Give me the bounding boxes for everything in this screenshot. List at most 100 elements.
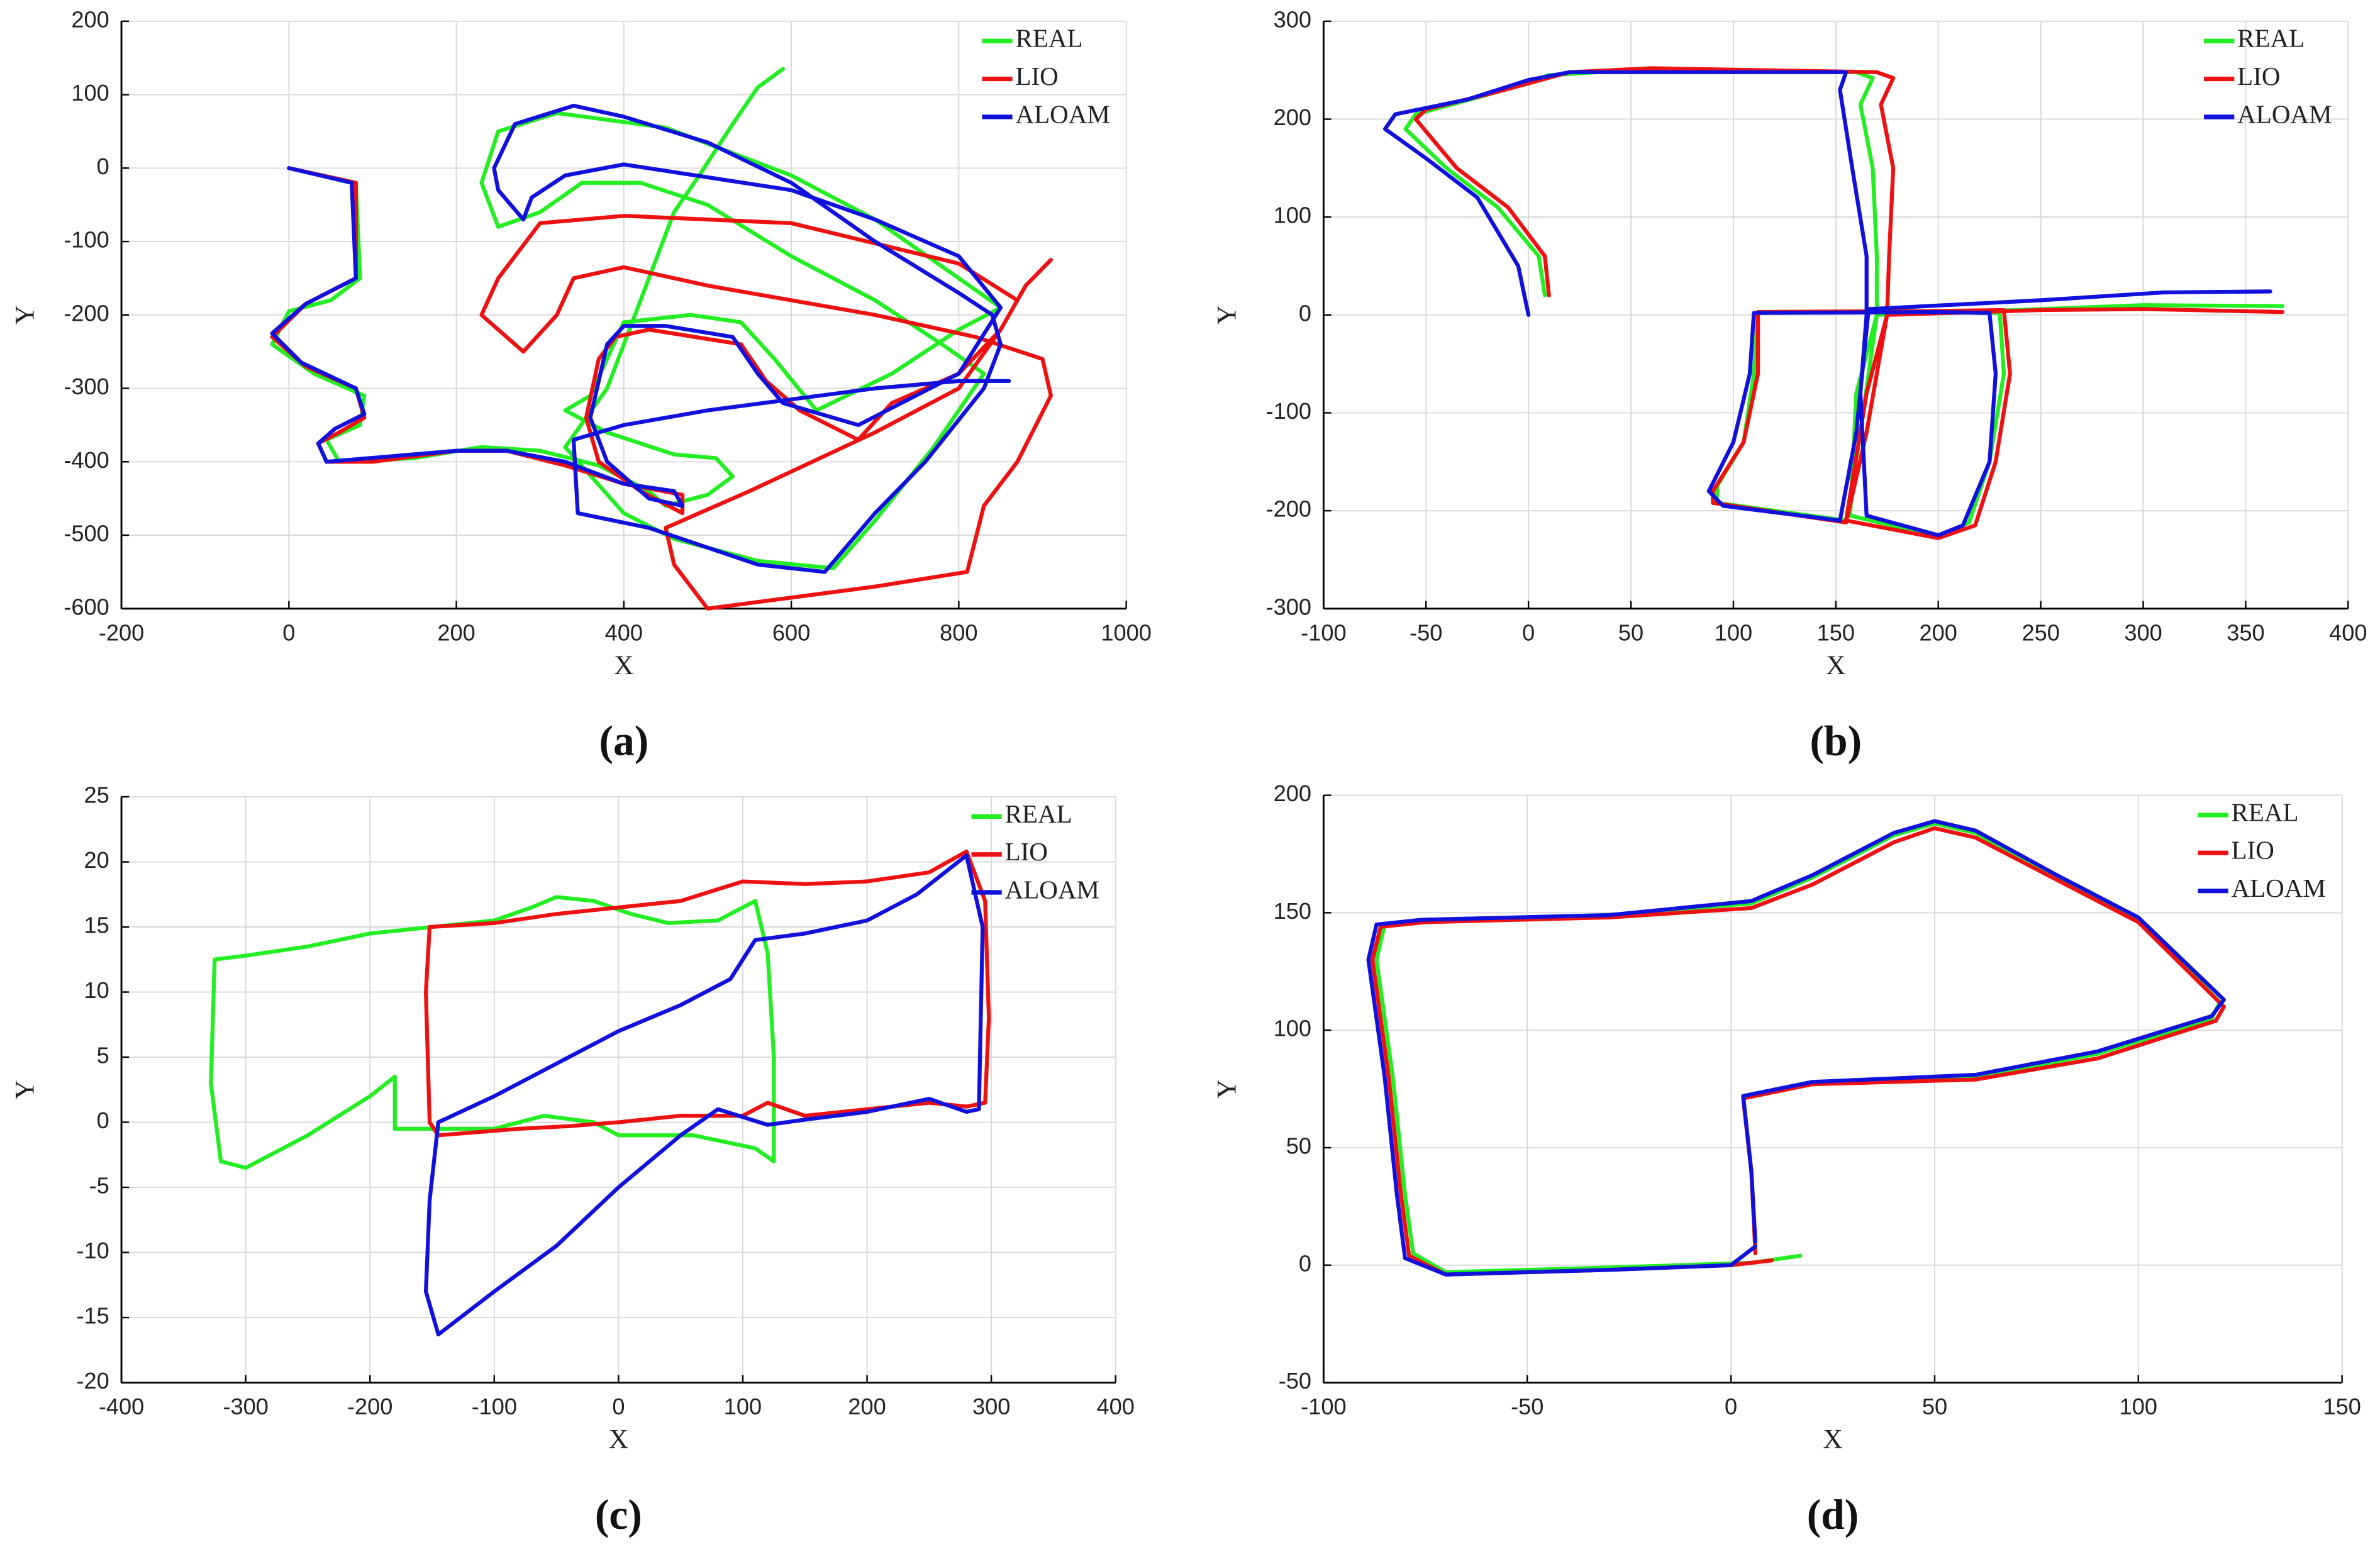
x-tick-label: -200 [347,1394,392,1419]
legend-label: ALOAM [2237,99,2332,128]
trajectory [1403,68,2285,538]
y-axis-label: Y [9,305,40,325]
x-axis-label: X [609,1424,628,1455]
x-tick-label: 350 [2227,619,2264,645]
x-tick-label: 100 [724,1394,762,1419]
y-tick-label: 0 [97,1107,109,1133]
y-tick-label: -600 [64,594,109,619]
x-tick-label: -100 [472,1394,517,1419]
x-tick-label: 0 [282,619,295,645]
trajectory [1382,70,2272,538]
panel-label: (d) [1807,1491,1859,1538]
legend-label: ALOAM [1015,99,1109,128]
x-tick-label: 50 [1922,1394,1947,1419]
legend-label: LIO [1005,837,1048,866]
y-tick-label: 100 [1274,1016,1311,1041]
y-axis-label: Y [1212,305,1242,325]
legend-label: REAL [2232,797,2299,826]
y-tick-label: 300 [1274,6,1311,32]
y-tick-label: 0 [97,153,109,179]
x-tick-label: 100 [1715,619,1752,645]
y-tick-label: -500 [64,521,109,546]
panel-label: (b) [1810,717,1862,764]
trajectory [1366,819,2226,1277]
y-tick-label: 200 [1274,104,1311,130]
legend-label: REAL [2237,24,2305,53]
x-tick-label: -100 [1301,619,1346,645]
x-tick-label: -300 [223,1394,268,1419]
x-tick-label: 150 [1817,619,1855,645]
y-axis-label: Y [1212,1079,1242,1099]
x-tick-label: -200 [99,619,144,645]
y-tick-label: 100 [1274,203,1311,228]
y-axis-label: Y [9,1080,40,1099]
x-tick-label: 200 [848,1394,886,1419]
panel: -400 -300 -200 -100 0 100 200 300 400-20-15-10-5… [9,782,1135,1539]
x-tick-label: -100 [1301,1394,1346,1419]
y-tick-label: 5 [97,1043,109,1068]
y-tick-label: 25 [84,782,109,808]
panel: -200 0 200 400 600 800 1000-600-500-400-300-20… [9,6,1151,764]
x-axis-label: X [614,650,633,680]
y-tick-label: -50 [1279,1368,1311,1394]
x-tick-label: 800 [940,619,977,645]
trajectory [270,103,1011,574]
panel-label: (a) [599,717,648,764]
x-tick-label: -50 [1511,1394,1543,1419]
legend-label: LIO [2237,62,2280,91]
x-axis-label: X [1823,1424,1842,1455]
x-tick-label: 0 [1725,1394,1737,1419]
panel: -100 -50 0 50 100 150-50050100150200XY(d)REAL… [1212,780,2361,1538]
y-tick-label: 200 [1274,780,1311,806]
y-tick-label: -200 [64,300,109,326]
legend-label: LIO [1015,62,1058,91]
y-tick-label: 150 [1274,898,1311,924]
panel: -100 -50 0 50 100 150 200 250 300 350 400 -300 -200 -… [1212,6,2367,764]
x-tick-label: 400 [2329,619,2367,645]
y-tick-label: 10 [84,977,109,1003]
x-tick-label: 300 [972,1394,1010,1419]
x-tick-label: 200 [437,619,475,645]
y-tick-label: -10 [76,1238,109,1263]
x-tick-label: 150 [2323,1394,2361,1419]
y-tick-label: -300 [64,374,109,399]
x-tick-label: 0 [1522,619,1535,645]
x-axis-label: X [1826,650,1845,680]
trajectory [1374,821,2222,1275]
x-tick-label: 1000 [1101,619,1152,645]
x-tick-label: 600 [772,619,810,645]
trajectory [209,895,776,1170]
x-tick-label: 400 [1097,1394,1135,1419]
y-tick-label: 0 [1299,1250,1311,1276]
y-tick-label: 100 [71,80,109,106]
y-tick-label: 200 [71,6,109,32]
legend-label: LIO [2232,836,2274,865]
x-tick-label: 100 [2120,1394,2157,1419]
legend-label: REAL [1015,24,1082,53]
x-tick-label: 50 [1618,619,1643,645]
y-tick-label: -300 [1266,594,1311,619]
x-tick-label: 200 [1920,619,1957,645]
y-tick-label: 20 [84,847,109,873]
y-tick-label: 15 [84,913,109,938]
x-tick-label: 250 [2021,619,2059,645]
trajectory [424,849,991,1138]
x-tick-label: 300 [2124,619,2162,645]
y-tick-label: -15 [76,1303,109,1329]
x-tick-label: 400 [605,619,643,645]
x-tick-label: 0 [612,1394,625,1419]
y-tick-label: 0 [1299,300,1311,326]
y-tick-label: 50 [1286,1133,1311,1159]
y-tick-label: -400 [64,447,109,473]
y-tick-label: -100 [64,227,109,253]
legend-label: REAL [1005,799,1072,828]
trajectory [424,853,985,1337]
y-tick-label: -5 [89,1173,109,1199]
x-tick-label: -400 [99,1394,144,1419]
y-tick-label: -20 [76,1368,109,1394]
y-tick-label: -200 [1266,496,1311,522]
x-tick-label: -50 [1410,619,1442,645]
trajectory [1370,826,2226,1277]
